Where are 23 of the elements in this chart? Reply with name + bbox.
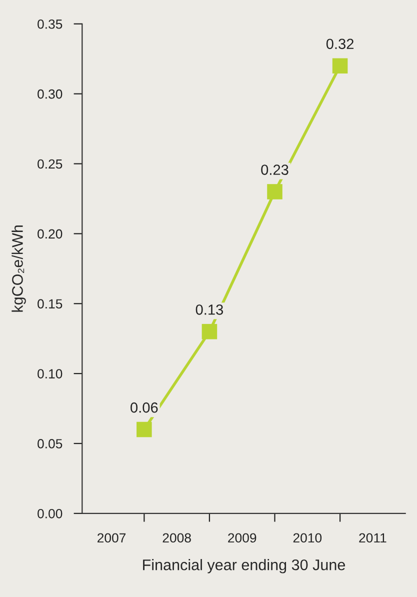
point (202, 324, 218, 340)
data-label: 0.32 (326, 38, 354, 50)
x-tick-label: 2007 (98, 533, 126, 543)
y-tick-label: 0.10 (38, 369, 62, 378)
point (267, 184, 282, 200)
data-label: 0.23 (261, 164, 288, 175)
y-tick-label: 0.20 (38, 229, 62, 239)
y-tick-label: 0.00 (38, 508, 62, 518)
data-label: 0.13 (196, 304, 224, 315)
x-axis-title: Financial year ending 30 June (143, 559, 345, 574)
x-tick-label: 2011 (359, 533, 386, 543)
x-tick-label: 2010 (293, 533, 322, 543)
data-label: 0.06 (130, 402, 158, 413)
x-tick-label: 2008 (162, 533, 191, 543)
point (136, 422, 152, 438)
y-tick-label: 0.05 (38, 439, 62, 448)
y-tick-label: 0.15 (38, 299, 62, 309)
y-tick-label: 0.30 (38, 89, 62, 99)
point (332, 58, 348, 74)
x-tick-label: 2009 (228, 533, 256, 543)
y-axis-title: kgCO₂e/kWh (12, 226, 26, 312)
y-tick-label: 0.35 (38, 19, 62, 29)
y-tick-label: 0.25 (38, 159, 62, 169)
